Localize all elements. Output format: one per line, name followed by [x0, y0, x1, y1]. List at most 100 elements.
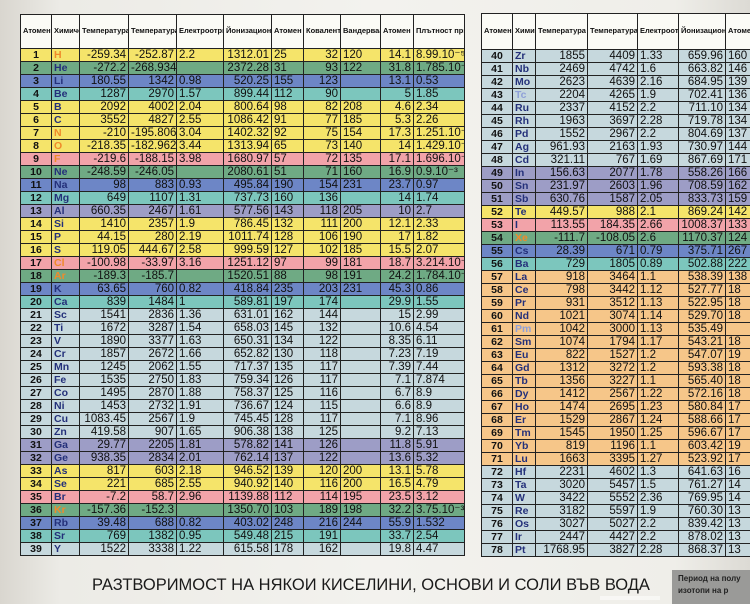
atomic-number: 76 [482, 518, 513, 531]
property-value: 527.77 [679, 284, 726, 297]
property-value: 98 [304, 270, 341, 283]
property-value: 142 [726, 206, 750, 219]
element-symbol: S [52, 244, 80, 257]
property-value: 4602 [588, 466, 638, 479]
property-value: 162 [272, 309, 304, 322]
property-value: 3287 [129, 322, 177, 335]
property-value: 1.13 [638, 297, 679, 310]
property-value: 14 [726, 492, 750, 505]
property-value: 99 [304, 257, 341, 270]
property-value [341, 75, 381, 88]
column-header: Атомен номер [482, 14, 513, 50]
element-symbol: P [52, 231, 80, 244]
property-value: 3697 [588, 115, 638, 128]
property-value: 535.49 [679, 323, 726, 336]
property-value: 23.5 [381, 491, 414, 504]
property-value: 120 [304, 465, 341, 478]
property-value: 1107 [129, 192, 177, 205]
property-value: 1412 [536, 388, 588, 401]
property-value: 1.6 [638, 63, 679, 76]
property-value: 200 [341, 218, 381, 231]
property-value: 221 [80, 478, 129, 491]
property-value: 578.82 [224, 439, 272, 452]
element-symbol: Os [513, 518, 536, 531]
property-value: 883 [129, 179, 177, 192]
property-value [341, 296, 381, 309]
property-value: 136 [304, 192, 341, 205]
property-value: 231 [341, 179, 381, 192]
property-value: 17 [381, 231, 414, 244]
property-value: 577.56 [224, 205, 272, 218]
property-value: 786.45 [224, 218, 272, 231]
property-value: 0.89 [638, 258, 679, 271]
property-value: 198 [341, 504, 381, 517]
property-value: -210 [80, 127, 129, 140]
property-value: 2.16 [638, 76, 679, 89]
element-symbol: Ru [513, 102, 536, 115]
property-value: 1.532 [414, 517, 465, 530]
property-value: 118 [304, 348, 341, 361]
property-value: 133 [726, 219, 750, 232]
property-value: 127 [272, 244, 304, 257]
property-value: 931 [536, 297, 588, 310]
atomic-number: 41 [482, 63, 513, 76]
element-symbol: Si [52, 218, 80, 231]
atomic-number: 78 [482, 544, 513, 557]
element-symbol: Nb [513, 63, 536, 76]
property-value: 717.37 [224, 361, 272, 374]
property-value: 1527 [588, 349, 638, 362]
property-value: 663.82 [679, 63, 726, 76]
property-value: 759.34 [224, 374, 272, 387]
property-value [341, 88, 381, 101]
property-value: 200 [341, 465, 381, 478]
property-value: 495.84 [224, 179, 272, 192]
property-value: 685 [129, 478, 177, 491]
property-value: 729 [536, 258, 588, 271]
property-value: -33.97 [129, 257, 177, 270]
property-value: 203 [304, 283, 341, 296]
property-value: 0.82 [177, 517, 224, 530]
element-symbol: In [513, 167, 536, 180]
property-value: 1.85 [414, 88, 465, 101]
property-value: 112 [272, 491, 304, 504]
property-value: 14 [381, 192, 414, 205]
property-value: 92 [272, 127, 304, 140]
property-value: 5.3 [381, 114, 414, 127]
property-value: 1.14 [638, 310, 679, 323]
property-value: 1529 [536, 414, 588, 427]
column-header: Йонизационна енергия (kJ/mol) [679, 14, 726, 50]
property-value: 2.26 [414, 114, 465, 127]
property-value: 596.67 [679, 427, 726, 440]
property-value: 1.22 [177, 543, 224, 556]
property-value: 1170.37 [679, 232, 726, 245]
property-value: 1.3 [638, 466, 679, 479]
property-value: 113.55 [536, 219, 588, 232]
property-value: -188.15 [129, 153, 177, 166]
property-value: 65 [272, 140, 304, 153]
atomic-number: 7 [21, 127, 52, 140]
property-value: 195 [341, 491, 381, 504]
property-value: 1794 [588, 336, 638, 349]
property-value: 1410 [80, 218, 129, 231]
atomic-number: 23 [21, 335, 52, 348]
property-value: 603.42 [679, 440, 726, 453]
element-symbol: Rh [513, 115, 536, 128]
property-value: 1950 [588, 427, 638, 440]
property-value: 128 [272, 413, 304, 426]
property-value: 736.67 [224, 400, 272, 413]
property-value: 2.1 [638, 206, 679, 219]
property-value: 3442 [588, 284, 638, 297]
property-value: 136 [726, 89, 750, 102]
property-value: 1484 [129, 296, 177, 309]
property-value [341, 413, 381, 426]
property-value: 1342 [129, 75, 177, 88]
property-value: 2.66 [638, 219, 679, 232]
